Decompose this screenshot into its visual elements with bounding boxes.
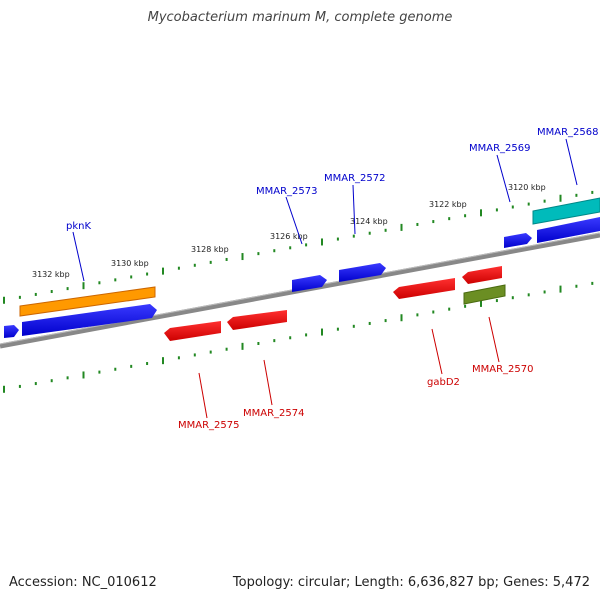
gene-label-mmar2573[interactable]: MMAR_2573 <box>256 186 318 197</box>
gene-label-mmar2574[interactable]: MMAR_2574 <box>243 408 305 419</box>
scale-label: 3132 kbp <box>32 270 70 279</box>
gene-forward-right[interactable] <box>537 217 600 243</box>
callout-line-mmar2575 <box>198 372 208 419</box>
gene-label-mmar2569[interactable]: MMAR_2569 <box>469 143 531 154</box>
gene-mmar2575[interactable] <box>164 321 221 341</box>
gene-mmar2572[interactable] <box>339 263 386 282</box>
callout-line-gabd2 <box>431 328 443 375</box>
gene-red-small[interactable] <box>462 266 502 284</box>
scale-label: 3128 kbp <box>191 245 229 254</box>
callout-line-pknk <box>72 231 85 282</box>
topology-text: Topology: circular; Length: 6,636,827 bp… <box>232 575 590 590</box>
scale-label: 3126 kbp <box>270 232 308 241</box>
scale-label: 3130 kbp <box>111 259 149 268</box>
inner-tick-track <box>3 281 594 393</box>
outer-tick-track <box>3 190 594 304</box>
callout-line-mmar2570 <box>488 316 500 363</box>
gene-forward-long[interactable] <box>22 304 157 336</box>
gene-mmar2573[interactable] <box>292 275 327 292</box>
genome-title: Mycobacterium marinum M, complete genome <box>147 10 453 25</box>
gene-mmar2569[interactable] <box>504 233 532 248</box>
gene-mmar2574[interactable] <box>227 310 287 330</box>
gene-gabd2[interactable] <box>393 278 455 299</box>
gene-label-mmar2572[interactable]: MMAR_2572 <box>324 173 386 184</box>
callout-line-mmar2573 <box>285 196 303 245</box>
gene-label-pknk[interactable]: pknK <box>66 221 91 232</box>
gene-pknk-orange[interactable] <box>19 286 156 317</box>
gene-mmar2570-olive[interactable] <box>463 284 506 305</box>
callout-line-mmar2568 <box>565 138 578 186</box>
callout-line-mmar2574 <box>263 359 273 406</box>
scale-label: 3122 kbp <box>429 200 467 209</box>
gene-mmar2568-cyan[interactable] <box>532 197 600 225</box>
scale-label: 3124 kbp <box>350 217 388 226</box>
gene-label-mmar2570[interactable]: MMAR_2570 <box>472 364 534 375</box>
gene-label-mmar2568[interactable]: MMAR_2568 <box>537 127 599 138</box>
gene-forward-left-small[interactable] <box>4 325 19 338</box>
callout-line-mmar2572 <box>352 184 356 235</box>
scale-label: 3120 kbp <box>508 183 546 192</box>
gene-label-gabd2[interactable]: gabD2 <box>427 377 460 388</box>
callout-line-mmar2569 <box>496 154 511 203</box>
gene-label-mmar2575[interactable]: MMAR_2575 <box>178 420 240 431</box>
accession-text: Accession: NC_010612 <box>9 575 157 590</box>
